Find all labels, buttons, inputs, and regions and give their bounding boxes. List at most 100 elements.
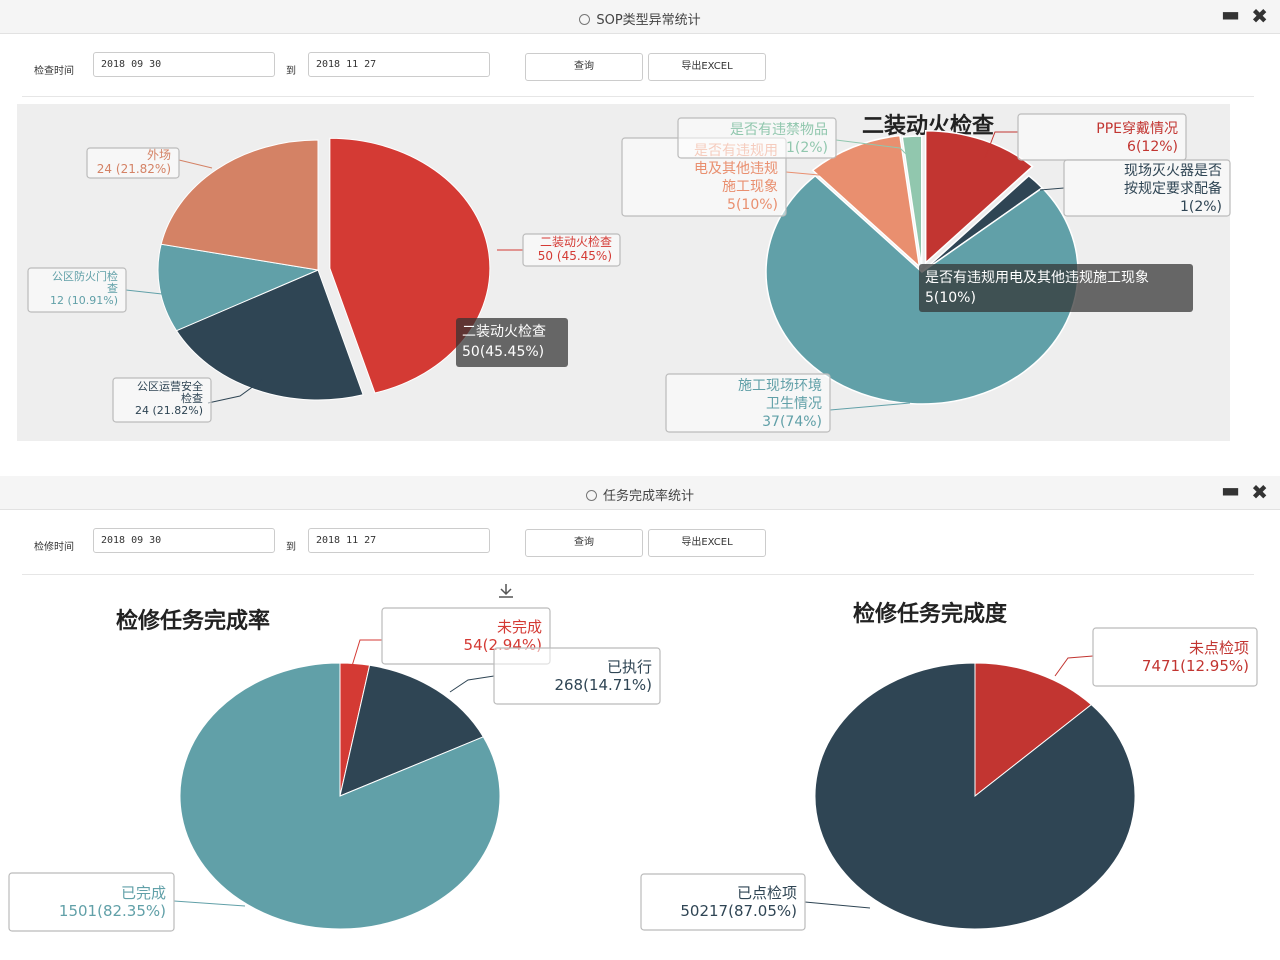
tooltip: 二装动火检查 50(45.45%): [456, 318, 568, 367]
label-leader-line: [449, 675, 495, 693]
download-icon[interactable]: [496, 581, 516, 601]
label-box: [86, 147, 180, 179]
label-text: 7471(12.95%): [1142, 657, 1249, 675]
window-icon: [585, 490, 597, 501]
tooltip-text: 5(10%): [925, 290, 976, 306]
label-leader-line: [785, 171, 831, 177]
date-to-input[interactable]: 2018 11 27: [308, 528, 490, 553]
label-box: [27, 267, 127, 313]
tooltip-text: 二装动火检查: [462, 324, 546, 340]
label-text: 检查: [181, 391, 203, 405]
label-text: 1501(82.35%): [59, 902, 166, 920]
sop-anomaly-panel: SOP类型异常统计 ▬ ✖ 检查时间 2018 09 30 到 2018 11 …: [0, 0, 1280, 470]
label-text: 已执行: [607, 658, 652, 676]
label-leader-line: [1039, 187, 1065, 191]
pie-slice[interactable]: [901, 135, 923, 269]
window-title-text: SOP类型异常统计: [596, 13, 701, 28]
label-text: 现场灭火器是否: [1124, 163, 1222, 179]
close-button[interactable]: ✖: [1251, 4, 1268, 28]
label-text: 50 (45.45%): [538, 249, 612, 263]
export-excel-button[interactable]: 导出EXCEL: [648, 53, 766, 81]
label-leader-line: [351, 639, 382, 667]
tooltip-box: [919, 264, 1193, 312]
pie-slice[interactable]: [160, 139, 319, 271]
window-titlebar: 任务完成率统计 ▬ ✖: [0, 476, 1280, 510]
date-to-input[interactable]: 2018 11 27: [308, 52, 490, 77]
label-text: 6(12%): [1127, 139, 1178, 155]
label-text: 二装动火检查: [540, 234, 612, 249]
window-icon: [579, 14, 591, 25]
label-text: 外场: [147, 148, 171, 162]
filter-toolbar: 检查时间 2018 09 30 到 2018 11 27 查询 导出EXCEL: [0, 50, 1280, 86]
label-text: 37(74%): [762, 414, 822, 430]
label-leader-line: [207, 379, 263, 404]
pie-slice[interactable]: [924, 129, 1034, 265]
label-text: 公区运营安全: [137, 379, 203, 393]
label-text: 按规定要求配备: [1124, 180, 1222, 197]
label-text: 未点检项: [1189, 639, 1249, 657]
pie-slice[interactable]: [814, 662, 1136, 930]
date-label: 检修时间: [34, 542, 74, 553]
label-text: 1(2%): [1180, 199, 1222, 215]
pie-slice[interactable]: [339, 664, 485, 797]
label-leader-line: [835, 139, 913, 161]
pie-slice[interactable]: [974, 662, 1093, 798]
label-text: 卫生情况: [766, 396, 822, 412]
pie-slice[interactable]: [175, 269, 364, 401]
window-title-text: 任务完成率统计: [602, 489, 694, 504]
task-completion-panel: 任务完成率统计 ▬ ✖ 检修时间 2018 09 30 到 2018 11 27…: [0, 476, 1280, 960]
to-label: 到: [286, 66, 296, 77]
to-label: 到: [286, 542, 296, 553]
label-box: [522, 233, 621, 267]
label-box: [8, 872, 175, 932]
date-from-input[interactable]: 2018 09 30: [93, 528, 275, 553]
label-text: 电及其他违规: [694, 161, 778, 177]
pie-slice[interactable]: [157, 243, 320, 332]
label-box: [677, 117, 837, 159]
label-leader-line: [178, 159, 213, 169]
date-label: 检查时间: [34, 66, 74, 77]
label-text: 施工现象: [722, 179, 778, 195]
label-text: 12 (10.91%): [50, 294, 118, 307]
pie-slice[interactable]: [811, 134, 921, 269]
label-text: 24 (21.82%): [97, 162, 171, 176]
label-leader-line: [125, 289, 163, 295]
label-text: 1(2%): [786, 140, 828, 156]
label-box: [665, 373, 831, 433]
pie-slice[interactable]: [179, 662, 501, 930]
divider: [22, 574, 1254, 575]
window-title: 任务完成率统计: [0, 485, 1280, 504]
query-button[interactable]: 查询: [525, 53, 643, 81]
export-excel-button[interactable]: 导出EXCEL: [648, 529, 766, 557]
close-button[interactable]: ✖: [1251, 480, 1268, 504]
label-text: 未完成: [497, 618, 542, 636]
minimize-button[interactable]: ▬: [1221, 2, 1240, 26]
label-text: 公区防火门检: [52, 269, 118, 283]
slice-label: 是否有违禁物品 1(2%): [677, 117, 913, 161]
label-leader-line: [984, 131, 1018, 159]
minimize-button[interactable]: ▬: [1221, 478, 1240, 502]
chart-title: 检修任务完成率: [116, 608, 270, 634]
label-text: 268(14.71%): [554, 676, 652, 694]
label-text: 已点检项: [737, 884, 797, 902]
label-text: 是否有违禁物品: [730, 122, 828, 138]
label-text: 50217(87.05%): [680, 902, 797, 920]
label-text: 查: [107, 281, 118, 295]
date-from-input[interactable]: 2018 09 30: [93, 52, 275, 77]
slice-label: PPE穿戴情况 6(12%): [984, 113, 1187, 161]
window-titlebar: SOP类型异常统计 ▬ ✖: [0, 0, 1280, 34]
query-button[interactable]: 查询: [525, 529, 643, 557]
divider: [22, 96, 1254, 97]
pie-slice[interactable]: [329, 137, 491, 394]
